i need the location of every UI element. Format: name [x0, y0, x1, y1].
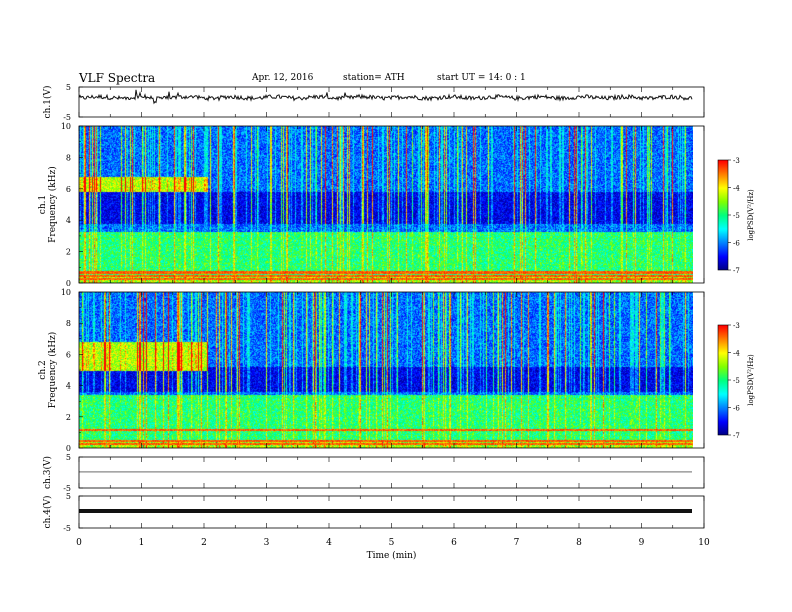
ch2-spectrogram-ylabel: ch.2: [38, 360, 48, 379]
xtick-label: 8: [576, 538, 582, 548]
ch4-waveform-ylabel: ch.4(V): [42, 496, 53, 529]
ch3-waveform-ylabel: ch.3(V): [42, 456, 53, 489]
xtick-label: 10: [698, 538, 710, 548]
ch2-spectrogram-colorbar-tick-label: -7: [733, 432, 740, 440]
ch2-spectrogram-image: [79, 292, 693, 448]
ch4-waveform-ytick-label: 5: [66, 492, 71, 501]
ch2-spectrogram-colorbar: [718, 325, 728, 435]
ch2-spectrogram-colorbar-label: logPSD(V²/Hz): [747, 354, 755, 406]
ch2-spectrogram-ytick-label: 0: [66, 444, 71, 453]
ch4-waveform-ytick-label: -5: [63, 524, 71, 533]
xtick-label: 3: [264, 538, 270, 548]
ch1-spectrogram-ytick-label: 8: [66, 153, 71, 162]
ch1-spectrogram-ylabel: ch.1: [38, 195, 48, 214]
ch1-spectrogram-colorbar: [718, 160, 728, 270]
ch1-spectrogram-colorbar-tick-label: -3: [733, 157, 740, 165]
ch2-spectrogram-ytick-label: 2: [66, 413, 71, 422]
start-time-label: start UT = 14: 0 : 1: [437, 73, 526, 83]
ch1-spectrogram-ytick-label: 0: [66, 279, 71, 288]
ch1-spectrogram-ytick-label: 4: [66, 216, 71, 225]
xtick-label: 9: [639, 538, 645, 548]
x-axis-label: Time (min): [367, 550, 417, 561]
ch1-spectrogram-colorbar-tick-label: -6: [733, 240, 740, 248]
xtick-label: 7: [514, 538, 520, 548]
ch1-waveform-ytick-label: 5: [66, 83, 71, 92]
xtick-label: 5: [389, 538, 395, 548]
ch1-spectrogram-colorbar-tick-label: -5: [733, 212, 740, 220]
figure-title: VLF Spectra: [79, 71, 156, 85]
ch2-spectrogram-ytick-label: 4: [66, 382, 71, 391]
xtick-label: 0: [76, 538, 82, 548]
ch3-waveform-ytick-label: -5: [63, 484, 71, 493]
ch1-spectrogram-colorbar-tick-label: -4: [733, 185, 740, 193]
ch2-spectrogram-colorbar-tick-label: -6: [733, 405, 740, 413]
ch2-spectrogram-ytick-label: 6: [66, 350, 71, 359]
ch2-spectrogram-colorbar-tick-label: -4: [733, 350, 740, 358]
ch2-spectrogram-colorbar-tick-label: -5: [733, 377, 740, 385]
ch1-spectrogram-ytick-label: 2: [66, 248, 71, 257]
xtick-label: 6: [451, 538, 457, 548]
ch1-spectrogram-colorbar-label: logPSD(V²/Hz): [747, 189, 755, 241]
ch2-spectrogram-ytick-label: 10: [61, 288, 71, 297]
xtick-label: 2: [201, 538, 207, 548]
ch1-waveform-ylabel: ch.1(V): [42, 86, 53, 119]
ch1-spectrogram-ytick-label: 10: [61, 122, 71, 131]
ch1-spectrogram-image: [79, 126, 693, 283]
ch1-waveform-trace: [78, 89, 693, 105]
ch1-waveform-ytick-label: -5: [63, 113, 71, 122]
station-label: station= ATH: [343, 73, 405, 83]
xtick-label: 4: [326, 538, 332, 548]
ch2-spectrogram-ylabel: Frequency (kHz): [47, 332, 58, 409]
ch2-spectrogram-colorbar-tick-label: -3: [733, 322, 740, 330]
ch1-spectrogram-ylabel: Frequency (kHz): [47, 166, 58, 243]
xtick-label: 1: [139, 538, 145, 548]
ch2-spectrogram-ytick-label: 8: [66, 319, 71, 328]
ch1-spectrogram-ytick-label: 6: [66, 185, 71, 194]
ch3-waveform-ytick-label: 5: [66, 453, 71, 462]
date-label: Apr. 12, 2016: [252, 73, 314, 83]
ch1-spectrogram-colorbar-tick-label: -7: [733, 267, 740, 275]
